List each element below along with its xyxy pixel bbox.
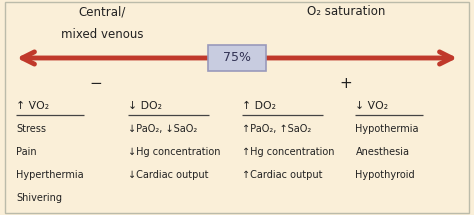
Text: Hypothermia: Hypothermia	[356, 124, 419, 134]
Text: Stress: Stress	[16, 124, 46, 134]
Text: ↓ ḊO₂: ↓ ḊO₂	[128, 101, 162, 111]
Text: +: +	[340, 76, 353, 91]
Text: ↑PaO₂, ↑SaO₂: ↑PaO₂, ↑SaO₂	[242, 124, 311, 134]
Text: −: −	[89, 76, 102, 91]
Text: mixed venous: mixed venous	[61, 29, 144, 41]
Text: Hyperthermia: Hyperthermia	[16, 170, 84, 180]
Text: ↓Hg concentration: ↓Hg concentration	[128, 147, 220, 157]
Text: ↑ V̇O₂: ↑ V̇O₂	[16, 101, 49, 111]
Text: ↓ V̇O₂: ↓ V̇O₂	[356, 101, 389, 111]
Text: Hypothyroid: Hypothyroid	[356, 170, 415, 180]
Text: Anesthesia: Anesthesia	[356, 147, 410, 157]
Text: ↑ ḊO₂: ↑ ḊO₂	[242, 101, 276, 111]
Text: ↑Hg concentration: ↑Hg concentration	[242, 147, 334, 157]
Text: ↓Cardiac output: ↓Cardiac output	[128, 170, 209, 180]
Text: 75%: 75%	[223, 51, 251, 64]
Text: ↓PaO₂, ↓SaO₂: ↓PaO₂, ↓SaO₂	[128, 124, 197, 134]
Text: Pain: Pain	[16, 147, 37, 157]
Text: O₂ saturation: O₂ saturation	[307, 5, 385, 18]
Text: Shivering: Shivering	[16, 193, 63, 203]
FancyBboxPatch shape	[208, 45, 266, 71]
Text: Central/: Central/	[79, 5, 126, 18]
Text: ↑Cardiac output: ↑Cardiac output	[242, 170, 322, 180]
